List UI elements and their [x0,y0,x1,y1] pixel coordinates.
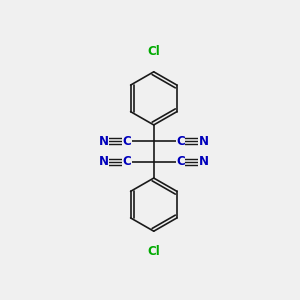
Text: C: C [176,135,185,148]
Text: C: C [176,155,185,168]
Text: Cl: Cl [147,44,160,58]
Text: N: N [99,135,109,148]
Text: N: N [199,135,209,148]
Text: Cl: Cl [147,245,160,259]
Text: N: N [199,155,209,168]
Text: N: N [99,155,109,168]
Text: C: C [123,135,131,148]
Text: C: C [123,155,131,168]
